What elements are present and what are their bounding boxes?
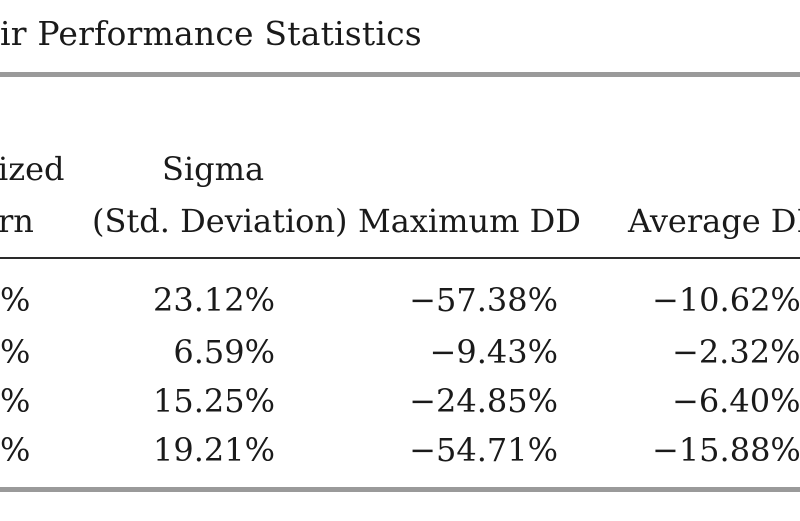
row4-max-dd: −54.71%	[409, 431, 558, 469]
header-sigma-line1: Sigma	[162, 150, 265, 188]
row4-sigma: 19.21%	[152, 431, 275, 469]
row3-sigma: 15.25%	[152, 382, 275, 420]
row3-annualized-return: %	[0, 382, 31, 420]
row1-max-dd: −57.38%	[409, 281, 558, 319]
row1-avg-dd: −10.62%	[652, 281, 800, 319]
header-maximum-dd: Maximum DD	[358, 202, 581, 240]
table-title: ir Performance Statistics	[0, 14, 422, 53]
row3-max-dd: −24.85%	[409, 382, 558, 420]
row2-avg-dd: −2.32%	[672, 333, 800, 371]
row2-max-dd: −9.43%	[429, 333, 558, 371]
row3-avg-dd: −6.40%	[672, 382, 800, 420]
top-rule	[0, 72, 800, 77]
header-sigma-line2: (Std. Deviation)	[92, 202, 348, 240]
header-rule	[0, 257, 800, 259]
bottom-rule	[0, 487, 800, 492]
row2-sigma: 6.59%	[173, 333, 275, 371]
header-annualized-line2: rn	[0, 202, 34, 240]
row1-sigma: 23.12%	[152, 281, 275, 319]
row4-avg-dd: −15.88%	[652, 431, 800, 469]
row4-annualized-return: %	[0, 431, 31, 469]
row2-annualized-return: %	[0, 333, 31, 371]
row1-annualized-return: %	[0, 281, 31, 319]
header-annualized-line1: ized	[0, 150, 65, 188]
header-average-dd: Average DI	[628, 202, 800, 240]
